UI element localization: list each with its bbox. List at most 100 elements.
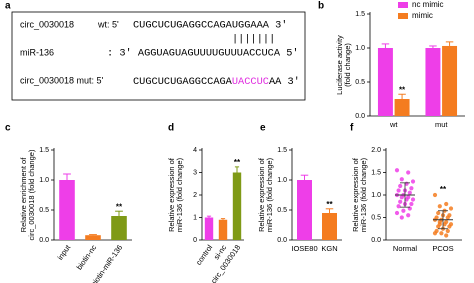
y-tick-label: 1.0 bbox=[355, 45, 365, 52]
y-tick-label: 3 bbox=[193, 169, 197, 176]
y-axis-label: Luciferase activity bbox=[335, 35, 344, 95]
data-point bbox=[398, 199, 403, 204]
data-point bbox=[394, 168, 400, 173]
y-tick-label: 1.0 bbox=[39, 177, 49, 184]
bar bbox=[204, 217, 214, 240]
data-point bbox=[439, 231, 444, 236]
data-point bbox=[447, 224, 452, 229]
panel-label: a bbox=[5, 1, 11, 12]
y-tick-label: 1.0 bbox=[277, 177, 287, 184]
bar bbox=[111, 216, 127, 240]
panel-label: e bbox=[260, 123, 266, 134]
x-tick-label: IOSE80 bbox=[291, 244, 317, 253]
data-point bbox=[448, 206, 454, 211]
data-point bbox=[409, 201, 414, 207]
wt-sequence: CUGCUCUGAGGCCAGAUGGAAA 3' bbox=[133, 20, 287, 32]
data-point bbox=[437, 204, 442, 209]
data-point bbox=[442, 222, 447, 227]
panel-label: f bbox=[350, 123, 354, 134]
bar bbox=[232, 172, 242, 240]
y-axis-label: Relative enrichment of bbox=[19, 157, 28, 233]
bar bbox=[59, 180, 75, 240]
data-point bbox=[444, 201, 449, 207]
significance: ** bbox=[234, 158, 241, 167]
data-point bbox=[445, 215, 450, 220]
mir-name: miR-136 bbox=[20, 47, 54, 57]
data-point bbox=[437, 222, 442, 227]
bar bbox=[377, 48, 393, 116]
y-tick-label: 0.0 bbox=[371, 237, 381, 244]
y-tick-label: 1 bbox=[193, 214, 197, 221]
y-tick-label: 2.0 bbox=[371, 147, 381, 154]
panel-label: c bbox=[5, 123, 11, 134]
x-tick-label: Normal bbox=[393, 244, 418, 253]
y-tick-label: 0.0 bbox=[277, 237, 287, 244]
data-point bbox=[399, 195, 404, 200]
mut-seq-mutated: UACCUC bbox=[232, 76, 269, 88]
y-axis-label: miR-136 (fold change) bbox=[175, 157, 184, 232]
x-tick-label: input bbox=[56, 242, 73, 261]
bar bbox=[297, 180, 312, 240]
mir-sequence: : 3' AGGUAGUAGUUUUGUUUACCUCA 5' bbox=[107, 48, 299, 60]
bar bbox=[394, 99, 410, 116]
x-tick-label: KGN bbox=[321, 244, 337, 253]
y-tick-label: 0.5 bbox=[371, 214, 381, 221]
bar bbox=[85, 235, 101, 240]
panel-label: d bbox=[168, 123, 174, 134]
y-tick-label: 0.5 bbox=[277, 207, 287, 214]
mut-sequence: CUGCUCUGAGGCCAGAUACCUCAA 3' bbox=[133, 76, 300, 88]
significance: ** bbox=[440, 185, 447, 194]
data-point bbox=[394, 210, 400, 216]
legend-label: nc mimic bbox=[412, 0, 444, 9]
base-pairs: ||||||| bbox=[232, 34, 275, 46]
bar bbox=[425, 48, 441, 116]
data-point bbox=[401, 208, 406, 213]
legend-swatch bbox=[398, 2, 408, 8]
data-point bbox=[404, 197, 409, 202]
data-point bbox=[432, 192, 438, 198]
data-point bbox=[432, 231, 438, 236]
sequence-box bbox=[11, 11, 306, 101]
y-axis-label: (fold change) bbox=[343, 43, 352, 87]
significance: ** bbox=[399, 85, 406, 94]
y-axis-label: circ_0030018 (fold change) bbox=[27, 149, 36, 240]
y-tick-label: 0.5 bbox=[355, 79, 365, 86]
data-point bbox=[445, 228, 450, 234]
y-tick-label: 0.0 bbox=[355, 113, 365, 120]
significance: ** bbox=[326, 200, 333, 209]
y-tick-label: 1.5 bbox=[371, 169, 381, 176]
data-point bbox=[396, 188, 401, 193]
y-tick-label: 0.0 bbox=[39, 237, 49, 244]
y-axis-label: Relative expression of bbox=[351, 157, 360, 232]
data-point bbox=[407, 190, 412, 195]
data-point bbox=[409, 186, 414, 191]
legend-swatch bbox=[398, 13, 408, 19]
x-tick-label: mut bbox=[435, 120, 448, 129]
y-tick-label: 2 bbox=[193, 192, 197, 199]
data-point bbox=[399, 177, 404, 182]
data-point bbox=[436, 210, 441, 216]
y-axis-label: miR-136 (fold change) bbox=[359, 157, 368, 232]
y-tick-label: 0.5 bbox=[39, 207, 49, 214]
mut-seq-part: AA 3' bbox=[269, 76, 300, 88]
y-tick-label: 1.5 bbox=[39, 147, 49, 154]
y-axis-label: miR-136 (fold change) bbox=[265, 157, 274, 232]
x-tick-label: wt bbox=[389, 120, 398, 129]
bar bbox=[442, 45, 458, 116]
y-tick-label: 1.0 bbox=[371, 192, 381, 199]
x-tick-label: biotin-nc bbox=[75, 243, 99, 272]
data-point bbox=[444, 233, 449, 238]
data-point bbox=[410, 197, 416, 202]
wt-name: circ_0030018 bbox=[20, 19, 74, 29]
x-tick-label: PCOS bbox=[432, 244, 453, 253]
data-point bbox=[396, 204, 401, 209]
y-tick-label: 1.5 bbox=[355, 11, 365, 18]
wt-prefix: wt: 5' bbox=[97, 19, 119, 29]
data-point bbox=[406, 213, 411, 218]
x-tick-label: control bbox=[194, 243, 214, 267]
data-point bbox=[406, 170, 411, 175]
legend-label: mimic bbox=[412, 11, 433, 20]
y-axis-label: Relative expression of bbox=[167, 157, 176, 232]
mut-seq-part: CUGCUCUGAGGCCAGA bbox=[133, 76, 233, 88]
